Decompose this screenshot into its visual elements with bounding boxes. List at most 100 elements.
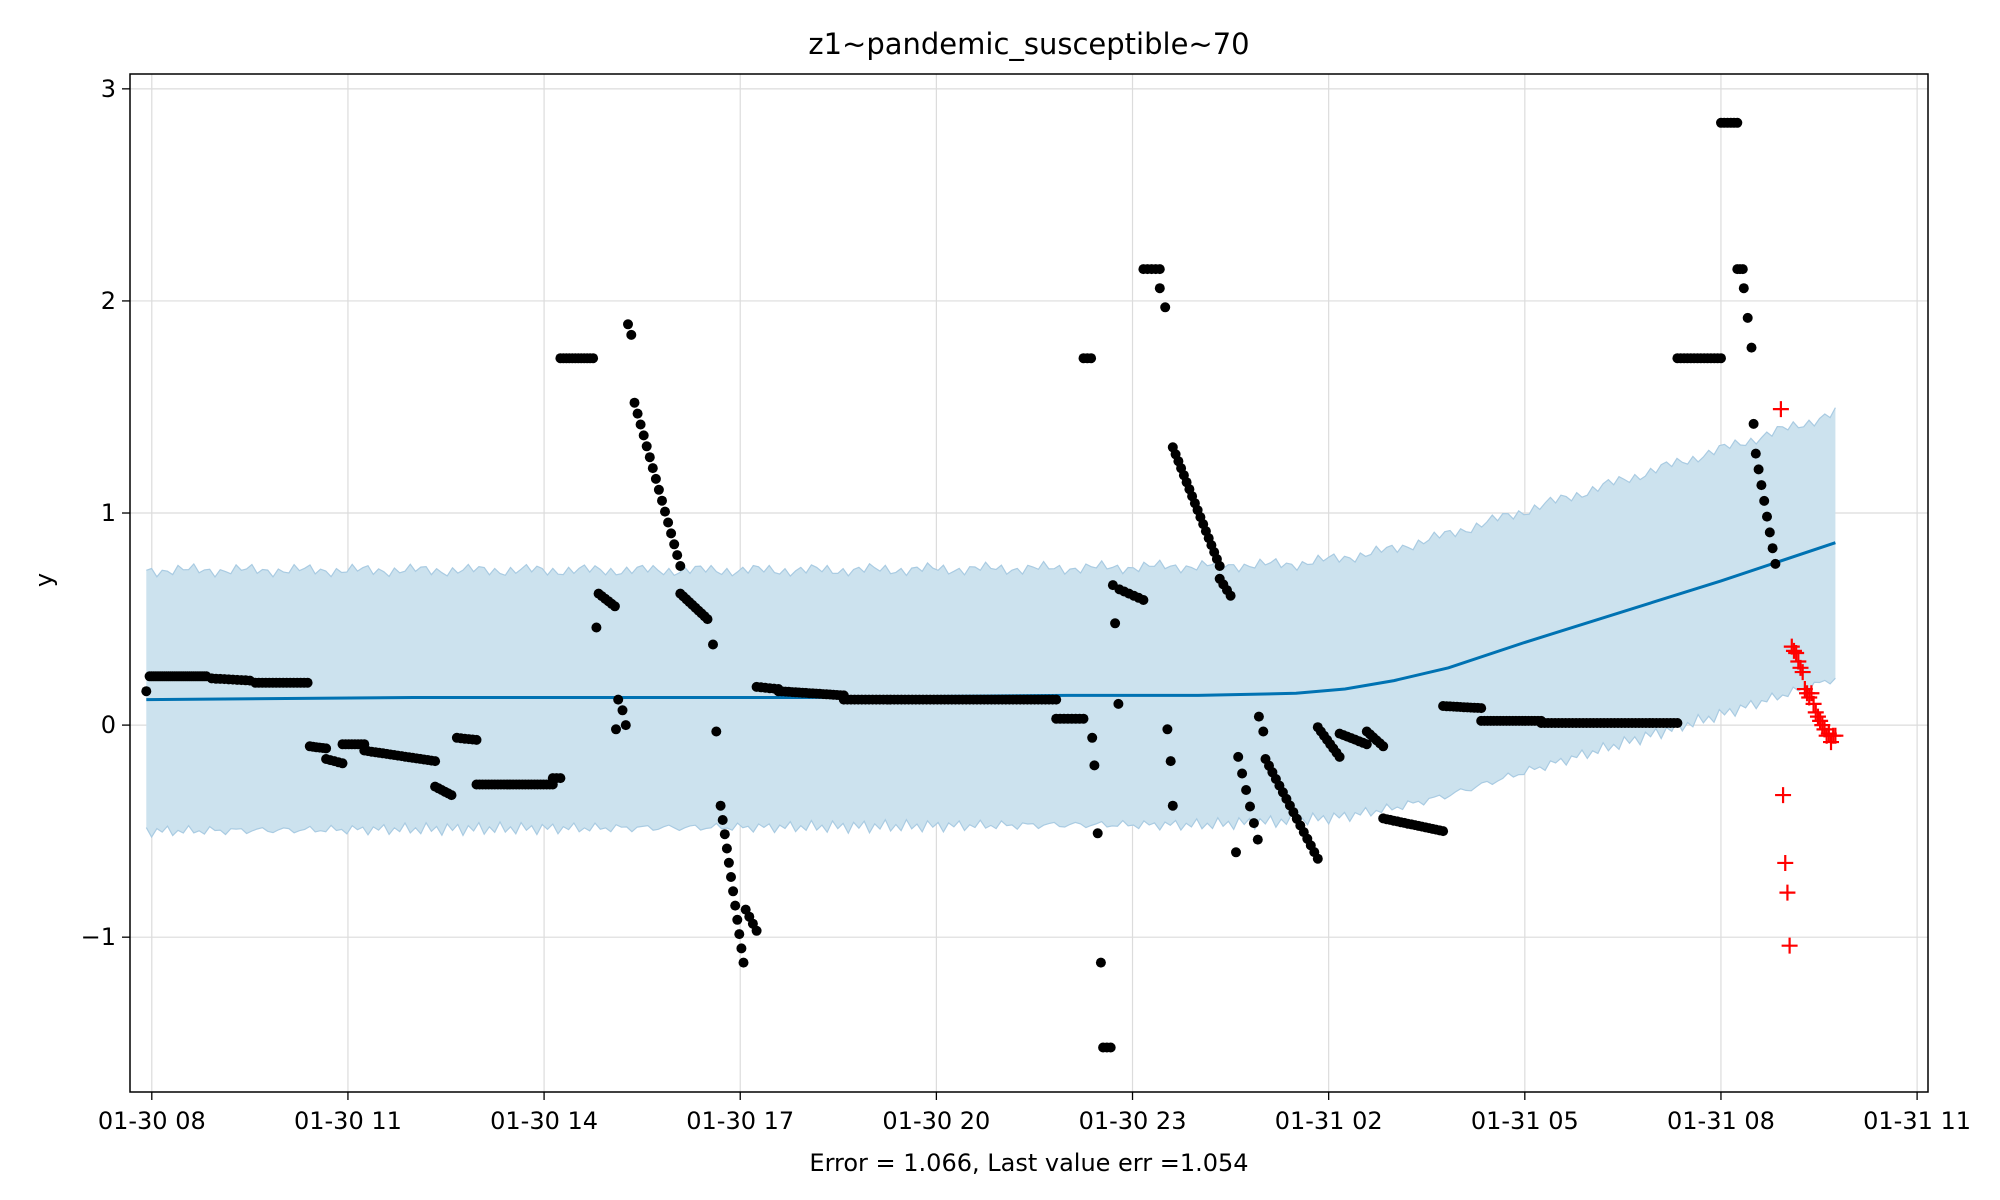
observed-point [647, 463, 658, 474]
observed-point [1160, 302, 1171, 313]
observed-point [717, 815, 728, 825]
observed-point [1248, 818, 1259, 829]
x-tick-label: 01-31 05 [1471, 1107, 1579, 1135]
observed-point [1716, 353, 1726, 364]
observed-point [1767, 543, 1778, 554]
observed-point [611, 724, 621, 735]
observed-point [1154, 264, 1165, 275]
holdout-point [1781, 937, 1798, 954]
observed-point [721, 843, 732, 854]
x-tick-label: 01-31 11 [1863, 1107, 1971, 1135]
x-tick-label: 01-31 02 [1275, 1107, 1383, 1135]
holdout-point [1775, 787, 1792, 804]
observed-point [715, 800, 726, 811]
observed-point [1089, 760, 1100, 771]
x-axis: 01-30 08 01-30 11 01-30 14 01-30 17 01-30 20… [98, 1092, 1971, 1135]
observed-point [1737, 264, 1748, 275]
holdout-point [1779, 884, 1796, 901]
observed-point [591, 622, 602, 633]
observed-point [1241, 785, 1252, 795]
observed-point [446, 790, 457, 801]
forecast-line-group [146, 541, 1836, 702]
observed-point [1095, 957, 1106, 968]
y-tick-label: 2 [101, 287, 116, 315]
observed-point [1762, 511, 1772, 522]
forecast-line [146, 541, 1836, 702]
observed-point [726, 872, 736, 882]
holdout-point [1788, 644, 1805, 661]
y-axis: −1 0 1 2 3 [81, 75, 130, 951]
observed-point [653, 484, 664, 495]
holdout-point [1772, 401, 1789, 418]
observed-point [1165, 756, 1176, 767]
observed-point [1770, 558, 1781, 569]
holdout-point [1827, 727, 1844, 744]
holdout-point [1805, 695, 1822, 712]
observed-point [734, 929, 745, 940]
observed-point [638, 430, 649, 441]
observed-point [609, 601, 620, 612]
x-tick-label: 01-30 20 [882, 1107, 990, 1135]
observed-point [641, 441, 652, 452]
observed-point [1092, 828, 1103, 839]
observed-point [732, 914, 743, 925]
observed-point [617, 705, 628, 716]
observed-point [302, 677, 313, 688]
observed-point [321, 743, 332, 754]
observed-point [1759, 495, 1770, 506]
observed-point [1438, 826, 1449, 837]
observed-point [629, 397, 640, 408]
observed-point [675, 561, 686, 571]
observed-point [1746, 342, 1757, 353]
observed-point [1245, 801, 1255, 812]
observed-point [1138, 595, 1149, 605]
observed-point [632, 408, 643, 419]
observed-point [635, 419, 646, 430]
x-tick-label: 01-30 17 [686, 1107, 794, 1135]
observed-point [1742, 312, 1753, 323]
uncertainty-band [145, 407, 1836, 839]
observed-point [1086, 353, 1097, 364]
observed-point [1231, 847, 1241, 858]
y-axis-label: y [30, 573, 58, 587]
observed-point [738, 957, 749, 968]
observed-point [1750, 448, 1761, 459]
y-tick-label: 1 [101, 499, 116, 527]
holdout-point [1803, 685, 1820, 702]
observed-point [657, 495, 667, 506]
observed-point [1110, 618, 1121, 629]
observed-point [1167, 800, 1178, 811]
observed-point [1253, 711, 1264, 722]
x-axis-label: Error = 1.066, Last value err =1.054 [809, 1149, 1248, 1177]
observed-point [1252, 834, 1263, 845]
x-tick-label: 01-30 23 [1079, 1107, 1187, 1135]
observed-point [1732, 117, 1743, 128]
observed-point [650, 473, 661, 484]
observed-point [669, 539, 680, 550]
observed-point [1258, 726, 1269, 737]
observed-point [708, 639, 718, 650]
observed-point [660, 506, 670, 517]
observed-point [663, 517, 674, 528]
y-tick-label: 0 [101, 711, 116, 739]
observed-point [1051, 694, 1062, 705]
plot-frame [129, 73, 1929, 1093]
observed-point [1113, 698, 1124, 709]
observed-point [1334, 751, 1345, 762]
observed-point [1214, 561, 1225, 571]
observed-point [1764, 527, 1775, 538]
observed-point [1672, 718, 1683, 728]
grid [130, 74, 1928, 1092]
x-tick-label: 01-30 14 [490, 1107, 598, 1135]
chart-title: z1~pandemic_susceptible~70 [808, 27, 1249, 61]
observed-point [141, 686, 152, 697]
observed-point [730, 900, 741, 911]
uncertainty-band-fill [146, 407, 1836, 838]
observed-point [723, 857, 734, 868]
observed-point [337, 758, 348, 769]
observed-point [1748, 418, 1759, 429]
holdout-point [1777, 854, 1794, 871]
y-tick-label: −1 [81, 923, 116, 951]
observed-point [719, 829, 730, 840]
